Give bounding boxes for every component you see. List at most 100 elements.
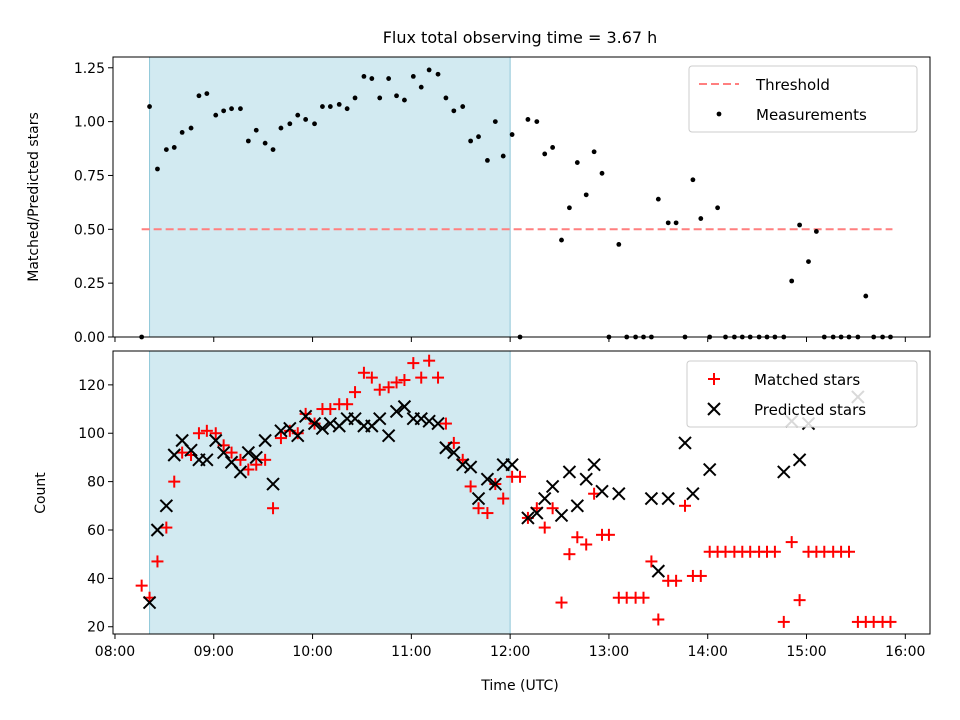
y-tick-label: 1.25 [74,61,105,77]
predicted-stars-point [167,448,181,462]
measurement-point [789,278,795,284]
measurement-point [213,112,219,118]
measurement-point [509,132,515,137]
y-tick-label: 60 [87,523,105,539]
measurement-point [278,125,284,131]
measurement-point [525,117,531,122]
matched-stars-point [555,596,568,609]
matched-stars-point [242,463,255,476]
top-legend: Threshold Measurements [688,65,918,133]
predicted-stars-point [439,441,453,455]
predicted-stars-point [233,465,248,479]
measurement-point [394,93,399,99]
predicted-stars-point [258,433,272,448]
measurement-point [369,76,375,81]
x-axis-label: Time (UTC) [480,678,558,694]
predicted-stars-point [545,479,560,494]
predicted-stars-point [792,453,807,467]
predicted-stars-point [414,412,428,426]
x-tick-label: 09:00 [194,644,234,660]
predicted-stars-point [521,511,535,525]
predicted-stars-point [431,416,445,431]
predicted-stars-point [463,460,478,474]
bottom-legend: Matched stars Predicted stars [686,360,918,428]
matched-stars-point [472,502,485,515]
x-tick-label: 10:00 [292,644,332,660]
matched-stars-point [324,403,337,416]
matched-stars-point [432,371,445,384]
matched-stars-point [398,374,411,387]
matched-stars-point [200,424,213,437]
measurement-point [542,151,548,157]
x-tick-label: 15:00 [786,644,826,660]
chart-title: Flux total observing time = 3.67 h [383,28,658,47]
predicted-stars-point [686,487,700,501]
measurement-point [485,157,490,163]
measurement-point [402,97,407,103]
matched-stars-point [299,407,312,420]
y-tick-label: 0.50 [74,222,105,238]
measurement-point [245,138,251,144]
measurement-point [377,95,383,101]
predicted-stars-point [241,445,256,460]
predicted-stars-point [381,428,396,443]
matched-stars-point [842,545,855,558]
measurement-point [155,166,160,172]
matched-stars-point [357,366,370,379]
matched-stars-point [602,528,615,541]
predicted-stars-point [216,445,231,460]
measurement-point [344,106,350,112]
predicted-stars-point [348,412,362,426]
predicted-stars-point [651,564,666,578]
predicted-stars-point [570,499,585,513]
matched-legend-label: Matched stars [754,371,860,389]
y-tick-label: 80 [87,475,105,491]
matched-stars-point [192,427,205,440]
matched-stars-point [538,521,551,534]
measurement-point [534,119,540,125]
measurement-point [559,237,564,243]
matched-stars-point [637,591,650,604]
matched-stars-point [694,569,707,582]
matched-stars-point [678,499,691,512]
matched-stars-point [423,354,436,367]
x-tick-label: 11:00 [391,644,431,660]
matched-stars-point [382,381,395,394]
measurement-point [327,104,333,109]
predicted-stars-point [456,457,470,472]
measurement-point [352,95,358,101]
matched-stars-point [777,615,790,628]
predicted-stars-point [200,453,214,467]
predicted-stars-point [142,595,157,610]
predicted-stars-point [530,506,544,520]
matched-stars-point [390,376,403,389]
measurement-point [426,67,432,73]
measurement-point [583,192,589,198]
measurement-point [591,149,597,155]
measurement-point [435,71,441,77]
matched-stars-point [365,371,378,384]
measurement-point [665,220,671,226]
measurement-point [253,127,259,133]
predicted-stars-point [661,491,675,506]
measurement-point [460,104,466,109]
measurement-point [221,108,227,114]
shaded-observing-interval [149,350,511,635]
matched-stars-point [151,555,164,568]
measurement-point [550,145,556,150]
predicted-stars-point [397,399,412,414]
predicted-stars-point [579,472,593,486]
measurement-point [320,104,325,109]
predicted-legend-marker [707,402,721,416]
matched-stars-point [225,446,238,459]
predicted-stars-point [538,491,552,506]
y-tick-label: 0.00 [74,330,105,346]
matched-stars-point [546,502,559,515]
measurement-point [336,101,342,107]
predicted-stars-point [389,404,404,419]
matched-stars-point [768,545,781,558]
matched-stars-point [160,521,173,534]
measurement-point [500,153,506,159]
matched-stars-point [481,507,494,520]
predicted-stars-point [291,428,305,443]
